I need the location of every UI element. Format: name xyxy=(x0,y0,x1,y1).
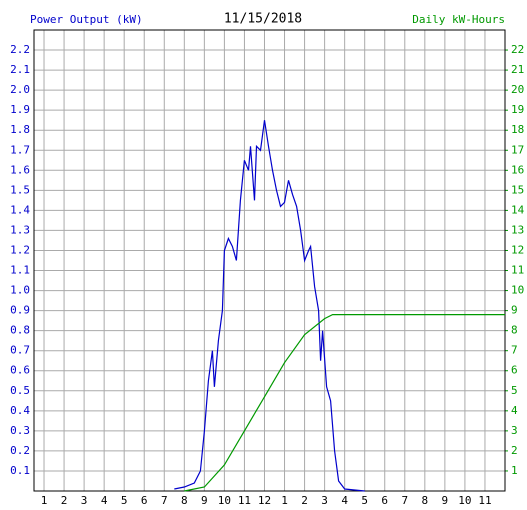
y-tick-label: 0.4 xyxy=(10,404,30,417)
y-tick-label: 0.7 xyxy=(10,344,30,357)
x-tick-label: 3 xyxy=(81,494,88,507)
x-tick-label: 1 xyxy=(41,494,48,507)
y2-tick-label: 1 xyxy=(511,464,518,477)
x-tick-label: 9 xyxy=(201,494,208,507)
x-tick-label: 4 xyxy=(101,494,108,507)
y-tick-label: 1.1 xyxy=(10,264,30,277)
y-tick-label: 1.6 xyxy=(10,163,30,176)
y2-tick-label: 2 xyxy=(511,444,518,457)
y-tick-label: 0.9 xyxy=(10,304,30,317)
y2-tick-label: 5 xyxy=(511,384,518,397)
y-tick-label: 2.1 xyxy=(10,63,30,76)
y2-tick-label: 18 xyxy=(511,123,524,136)
y-tick-label: 2.0 xyxy=(10,83,30,96)
y2-tick-label: 22 xyxy=(511,43,524,56)
x-tick-label: 11 xyxy=(238,494,251,507)
data-line xyxy=(184,314,505,492)
y-tick-label: 0.3 xyxy=(10,424,30,437)
y-tick-label: 0.1 xyxy=(10,464,30,477)
x-tick-label: 5 xyxy=(361,494,368,507)
y-tick-label: 1.9 xyxy=(10,103,30,116)
x-tick-label: 4 xyxy=(341,494,348,507)
y2-tick-label: 7 xyxy=(511,344,518,357)
x-tick-label: 10 xyxy=(218,494,231,507)
y-tick-label: 1.4 xyxy=(10,203,30,216)
x-tick-label: 6 xyxy=(381,494,388,507)
x-tick-label: 3 xyxy=(321,494,328,507)
y2-tick-label: 3 xyxy=(511,424,518,437)
y2-tick-label: 15 xyxy=(511,183,524,196)
y2-tick-label: 9 xyxy=(511,304,518,317)
y2-tick-label: 4 xyxy=(511,404,518,417)
y-tick-label: 2.2 xyxy=(10,43,30,56)
x-tick-label: 11 xyxy=(478,494,491,507)
x-tick-label: 7 xyxy=(161,494,168,507)
y-tick-label: 1.0 xyxy=(10,284,30,297)
x-tick-label: 7 xyxy=(401,494,408,507)
y2-axis-title: Daily kW-Hours xyxy=(412,13,505,26)
y-tick-label: 1.5 xyxy=(10,183,30,196)
x-tick-label: 8 xyxy=(422,494,429,507)
y-tick-label: 1.7 xyxy=(10,143,30,156)
x-tick-label: 2 xyxy=(61,494,68,507)
y-tick-label: 1.3 xyxy=(10,223,30,236)
y-tick-label: 0.8 xyxy=(10,324,30,337)
y2-tick-label: 13 xyxy=(511,223,524,236)
data-line xyxy=(174,120,365,492)
y2-tick-label: 12 xyxy=(511,243,524,256)
y2-tick-label: 19 xyxy=(511,103,524,116)
x-tick-label: 6 xyxy=(141,494,148,507)
chart-title: 11/15/2018 xyxy=(224,12,302,27)
x-tick-label: 9 xyxy=(442,494,449,507)
y2-tick-label: 10 xyxy=(511,284,524,297)
y2-tick-label: 6 xyxy=(511,364,518,377)
y2-tick-label: 16 xyxy=(511,163,524,176)
x-tick-label: 12 xyxy=(258,494,271,507)
x-tick-label: 1 xyxy=(281,494,288,507)
x-tick-label: 8 xyxy=(181,494,188,507)
y-tick-label: 1.8 xyxy=(10,123,30,136)
y-axis-title: Power Output (kW) xyxy=(30,13,143,26)
plot-frame xyxy=(33,29,506,492)
y-tick-label: 1.2 xyxy=(10,243,30,256)
y-tick-label: 0.2 xyxy=(10,444,30,457)
y-tick-label: 0.6 xyxy=(10,364,30,377)
y2-tick-label: 17 xyxy=(511,143,524,156)
y2-tick-label: 14 xyxy=(511,203,525,216)
y2-tick-label: 11 xyxy=(511,264,524,277)
x-tick-label: 5 xyxy=(121,494,128,507)
x-tick-label: 2 xyxy=(301,494,308,507)
y2-tick-label: 20 xyxy=(511,83,524,96)
y2-tick-label: 8 xyxy=(511,324,518,337)
y2-tick-label: 21 xyxy=(511,63,524,76)
x-tick-label: 10 xyxy=(458,494,471,507)
y-tick-label: 0.5 xyxy=(10,384,30,397)
